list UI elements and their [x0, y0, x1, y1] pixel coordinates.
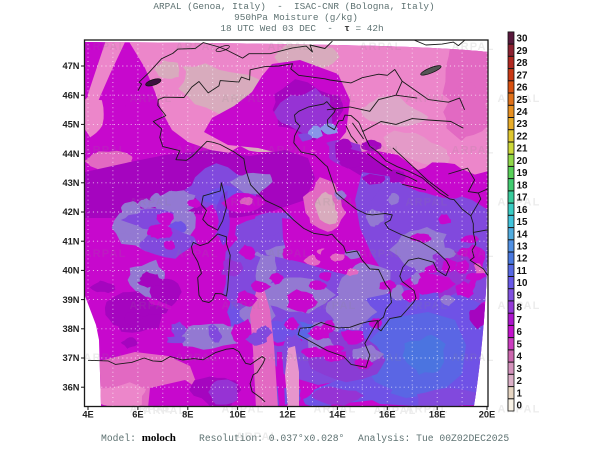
svg-text:ARPAL: ARPAL	[83, 41, 126, 53]
svg-text:19: 19	[517, 168, 528, 179]
svg-text:3: 3	[517, 364, 523, 375]
svg-text:ARPAL: ARPAL	[313, 93, 356, 105]
svg-text:8: 8	[517, 303, 523, 314]
svg-text:13: 13	[517, 242, 528, 253]
svg-text:41N: 41N	[62, 236, 79, 246]
svg-text:20: 20	[517, 156, 528, 167]
svg-text:4: 4	[517, 352, 523, 363]
svg-text:15: 15	[517, 217, 528, 228]
svg-text:38N: 38N	[62, 324, 79, 334]
svg-text:12: 12	[517, 254, 528, 265]
svg-text:ARPAL: ARPAL	[175, 248, 218, 260]
svg-text:36N: 36N	[62, 382, 79, 392]
svg-text:11: 11	[517, 266, 528, 277]
svg-text:39N: 39N	[62, 295, 79, 305]
svg-text:6E: 6E	[132, 410, 143, 420]
svg-text:ARPAL (Genoa, Italy) - ISAC-: ARPAL (Genoa, Italy) - ISAC-CNR (Bologna…	[153, 1, 434, 12]
svg-text:18E: 18E	[429, 410, 446, 420]
svg-text:28: 28	[517, 58, 528, 69]
svg-text:ARPAL: ARPAL	[359, 352, 402, 364]
svg-text:17: 17	[517, 193, 528, 204]
svg-text:7: 7	[517, 315, 523, 326]
svg-text:45N: 45N	[62, 120, 79, 130]
svg-text:ARPAL: ARPAL	[221, 93, 264, 105]
svg-text:ARPAL: ARPAL	[451, 41, 494, 53]
svg-text:ARPAL: ARPAL	[83, 352, 126, 364]
svg-text:ARPAL: ARPAL	[267, 352, 310, 364]
svg-text:12E: 12E	[279, 410, 296, 420]
svg-text:8E: 8E	[182, 410, 193, 420]
svg-text:25: 25	[517, 95, 528, 106]
svg-text:26: 26	[517, 83, 528, 94]
svg-text:9: 9	[517, 290, 523, 301]
svg-text:ARPAL: ARPAL	[175, 41, 218, 53]
svg-text:ARPAL: ARPAL	[129, 196, 172, 208]
svg-text:43N: 43N	[62, 178, 79, 188]
svg-text:44N: 44N	[62, 149, 79, 159]
svg-text:14E: 14E	[329, 410, 346, 420]
svg-text:ARPAL: ARPAL	[221, 196, 264, 208]
svg-text:ARPAL: ARPAL	[373, 405, 416, 417]
svg-text:29: 29	[517, 46, 528, 57]
svg-text:42N: 42N	[62, 207, 79, 217]
svg-text:Resolution: 0.037°x0.028°: Resolution: 0.037°x0.028°	[199, 433, 344, 444]
svg-text:5: 5	[517, 339, 523, 350]
svg-text:37N: 37N	[62, 353, 79, 363]
svg-text:ARPAL: ARPAL	[451, 352, 494, 364]
svg-text:47N: 47N	[62, 61, 79, 71]
svg-text:30: 30	[517, 34, 528, 45]
svg-text:ARPAL: ARPAL	[313, 196, 356, 208]
svg-text:0: 0	[517, 401, 523, 412]
svg-text:24: 24	[517, 107, 528, 118]
svg-text:ARPAL: ARPAL	[405, 196, 448, 208]
svg-text:ARPAL: ARPAL	[359, 248, 402, 260]
svg-text:ARPAL: ARPAL	[143, 405, 186, 417]
svg-text:Model: moloch: Model: moloch	[101, 432, 176, 444]
svg-text:ARPAL: ARPAL	[221, 300, 264, 312]
svg-text:10: 10	[517, 278, 528, 289]
svg-text:ARPAL: ARPAL	[313, 300, 356, 312]
svg-text:ARPAL: ARPAL	[267, 248, 310, 260]
svg-text:ARPAL: ARPAL	[235, 431, 278, 443]
svg-text:950hPa Moisture (g/kg): 950hPa Moisture (g/kg)	[234, 12, 358, 23]
svg-text:4E: 4E	[82, 410, 93, 420]
svg-text:ARPAL: ARPAL	[405, 93, 448, 105]
svg-text:18 UTC Wed 03 DEC - τ = 42h: 18 UTC Wed 03 DEC - τ = 42h	[220, 23, 383, 34]
svg-text:16: 16	[517, 205, 528, 216]
svg-text:ARPAL: ARPAL	[129, 93, 172, 105]
svg-text:21: 21	[517, 144, 528, 155]
svg-text:1: 1	[517, 388, 523, 399]
svg-text:ARPAL: ARPAL	[405, 300, 448, 312]
svg-text:22: 22	[517, 131, 528, 142]
svg-text:ARPAL: ARPAL	[129, 300, 172, 312]
svg-text:20E: 20E	[479, 410, 496, 420]
svg-text:27: 27	[517, 70, 528, 81]
svg-text:2: 2	[517, 376, 523, 387]
svg-text:23: 23	[517, 119, 528, 130]
svg-text:14: 14	[517, 229, 528, 240]
svg-text:ARPAL: ARPAL	[267, 41, 310, 53]
svg-text:ARPAL: ARPAL	[359, 41, 402, 53]
svg-text:ARPAL: ARPAL	[359, 145, 402, 157]
svg-text:10E: 10E	[229, 410, 246, 420]
svg-text:ARPAL: ARPAL	[175, 145, 218, 157]
svg-text:Analysis: Tue 00Z02DEC2025: Analysis: Tue 00Z02DEC2025	[358, 433, 509, 444]
svg-text:ARPAL: ARPAL	[83, 248, 126, 260]
svg-text:46N: 46N	[62, 90, 79, 100]
svg-text:6: 6	[517, 327, 523, 338]
svg-text:18: 18	[517, 180, 528, 191]
svg-text:40N: 40N	[62, 266, 79, 276]
svg-text:ARPAL: ARPAL	[451, 145, 494, 157]
svg-text:ARPAL: ARPAL	[175, 352, 218, 364]
svg-text:ARPAL: ARPAL	[267, 145, 310, 157]
svg-text:ARPAL: ARPAL	[451, 248, 494, 260]
svg-text:16E: 16E	[379, 410, 396, 420]
svg-text:ARPAL: ARPAL	[83, 145, 126, 157]
